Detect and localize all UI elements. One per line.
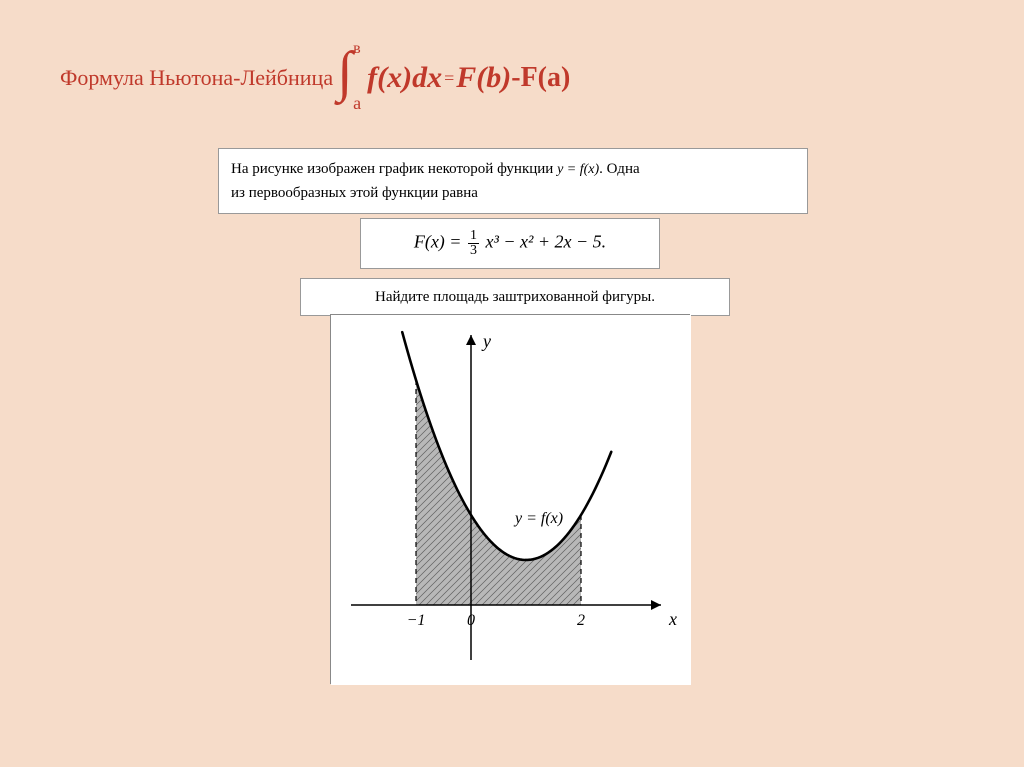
svg-text:y: y [481,331,491,351]
title-row: Формула Ньютона-Лейбница ∫ в а f(x)dx = … [60,48,964,108]
chart-container: −1 0 2 y x y = f(x) [330,314,690,684]
problem-line2: из первообразных этой функции равна [231,185,478,201]
integral-upper-limit: в [353,40,361,58]
integrand: f(x)dx [367,61,442,95]
inline-function: y = f(x) [557,162,599,177]
formula-rest: x³ − x² + 2x − 5. [485,232,606,252]
minus-sign: - [511,62,520,94]
F-of-b: F(b) [456,61,511,95]
antiderivative-box: F(x) = 13 x³ − x² + 2x − 5. [360,218,660,269]
task-text: Найдите площадь заштрихованной фигуры. [375,289,655,305]
problem-line1-end: . Одна [599,161,639,177]
F-of-a: F(a) [521,62,571,94]
function-graph: −1 0 2 y x y = f(x) [331,315,691,685]
svg-text:−1: −1 [407,612,426,629]
integral-symbol: ∫ в а [333,48,367,108]
svg-text:0: 0 [467,612,475,629]
fraction: 13 [468,229,479,258]
page-title: Формула Ньютона-Лейбница [60,65,333,91]
svg-text:y = f(x): y = f(x) [513,510,563,527]
problem-line1: На рисунке изображен график некоторой фу… [231,161,557,177]
problem-statement-box: На рисунке изображен график некоторой фу… [218,148,808,214]
F-prefix: F(x) = [414,232,466,252]
integral-lower-limit: а [353,93,361,114]
svg-text:2: 2 [577,612,585,629]
svg-text:x: x [668,609,677,629]
equals-sign: = [444,68,454,89]
task-box: Найдите площадь заштрихованной фигуры. [300,278,730,316]
newton-leibniz-formula: ∫ в а f(x)dx = F(b) - F(a) [333,48,570,108]
